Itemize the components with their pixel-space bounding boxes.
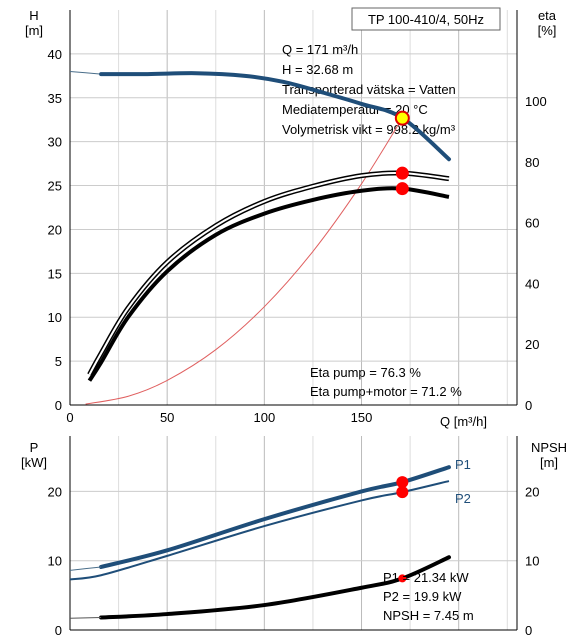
top-left-tick-label: 25	[48, 179, 62, 194]
p2-curve-label: P2	[455, 491, 471, 506]
top-left-tick-label: 40	[48, 47, 62, 62]
top-left-tick-label: 10	[48, 310, 62, 325]
top-right-tick-label: 0	[525, 398, 532, 413]
top-left-tick-label: 30	[48, 135, 62, 150]
top-right-tick-label: 40	[525, 276, 539, 291]
head-curve-extension	[69, 70, 102, 75]
top-x-tick-label: 100	[253, 410, 275, 425]
info-density: Volymetrisk vikt = 998.2 kg/m³	[282, 122, 456, 137]
top-x-tick-label: 0	[66, 410, 73, 425]
top-left-tick-label: 15	[48, 266, 62, 281]
top-x-tick-label: 50	[160, 410, 174, 425]
p1-curve-label: P1	[455, 457, 471, 472]
p2-curve	[69, 480, 450, 581]
top-right-tick-label: 60	[525, 216, 539, 231]
p-axis-unit: [kW]	[21, 455, 47, 470]
eta-axis-title: eta	[538, 8, 557, 23]
top-left-tick-label: 35	[48, 91, 62, 106]
eta-axis-unit: [%]	[538, 23, 557, 38]
bottom-left-tick-label: 20	[48, 484, 62, 499]
p1-curve-extension	[69, 566, 102, 571]
bottom-right-tick-label: 20	[525, 484, 539, 499]
bottom-right-tick-label: 10	[525, 554, 539, 569]
info-head: H = 32.68 m	[282, 62, 353, 77]
operating-point-marker	[394, 110, 410, 126]
npsh-axis-title: NPSH	[531, 440, 567, 455]
chart-title: TP 100-410/4, 50Hz	[368, 12, 484, 27]
top-left-tick-label: 20	[48, 222, 62, 237]
p-axis-title: P	[30, 440, 39, 455]
npsh-axis-unit: [m]	[540, 455, 558, 470]
top-left-tick-label: 0	[55, 398, 62, 413]
bottom-left-tick-label: 10	[48, 554, 62, 569]
eta-pump-point	[395, 166, 409, 180]
npsh-curve-extension	[69, 617, 102, 619]
eta-pump-motor-point	[395, 182, 409, 196]
top-right-tick-label: 80	[525, 155, 539, 170]
eta-pump-curve-inner	[88, 172, 450, 376]
p1-point	[396, 476, 409, 489]
info-p1: P1 = 21.34 kW	[383, 570, 469, 585]
head-curve	[99, 71, 451, 162]
info-p2: P2 = 19.9 kW	[383, 589, 462, 604]
info-npsh: NPSH = 7.45 m	[383, 608, 474, 623]
top-right-tick-label: 100	[525, 94, 547, 109]
npsh-point	[398, 574, 407, 583]
system-curve	[85, 117, 403, 405]
h-axis-unit: [m]	[25, 23, 43, 38]
eta-pump-motor-text: Eta pump+motor = 71.2 %	[310, 384, 462, 399]
h-axis-title: H	[29, 8, 38, 23]
info-flow: Q = 171 m³/h	[282, 42, 358, 57]
top-left-tick-label: 5	[55, 354, 62, 369]
eta-pump-motor-curve	[87, 186, 450, 382]
p2-point	[396, 486, 409, 499]
top-x-tick-label: 150	[351, 410, 373, 425]
bottom-right-tick-label: 0	[525, 623, 532, 638]
bottom-left-tick-label: 0	[55, 623, 62, 638]
eta-pump-text: Eta pump = 76.3 %	[310, 365, 421, 380]
top-grid: 0 5 10 15 20 25 30 35 40 0 20 40 60 80 100 0 50 100 150	[48, 10, 547, 425]
title-box	[351, 7, 501, 31]
top-right-tick-label: 20	[525, 337, 539, 352]
q-axis-title: Q [m³/h]	[440, 414, 487, 429]
